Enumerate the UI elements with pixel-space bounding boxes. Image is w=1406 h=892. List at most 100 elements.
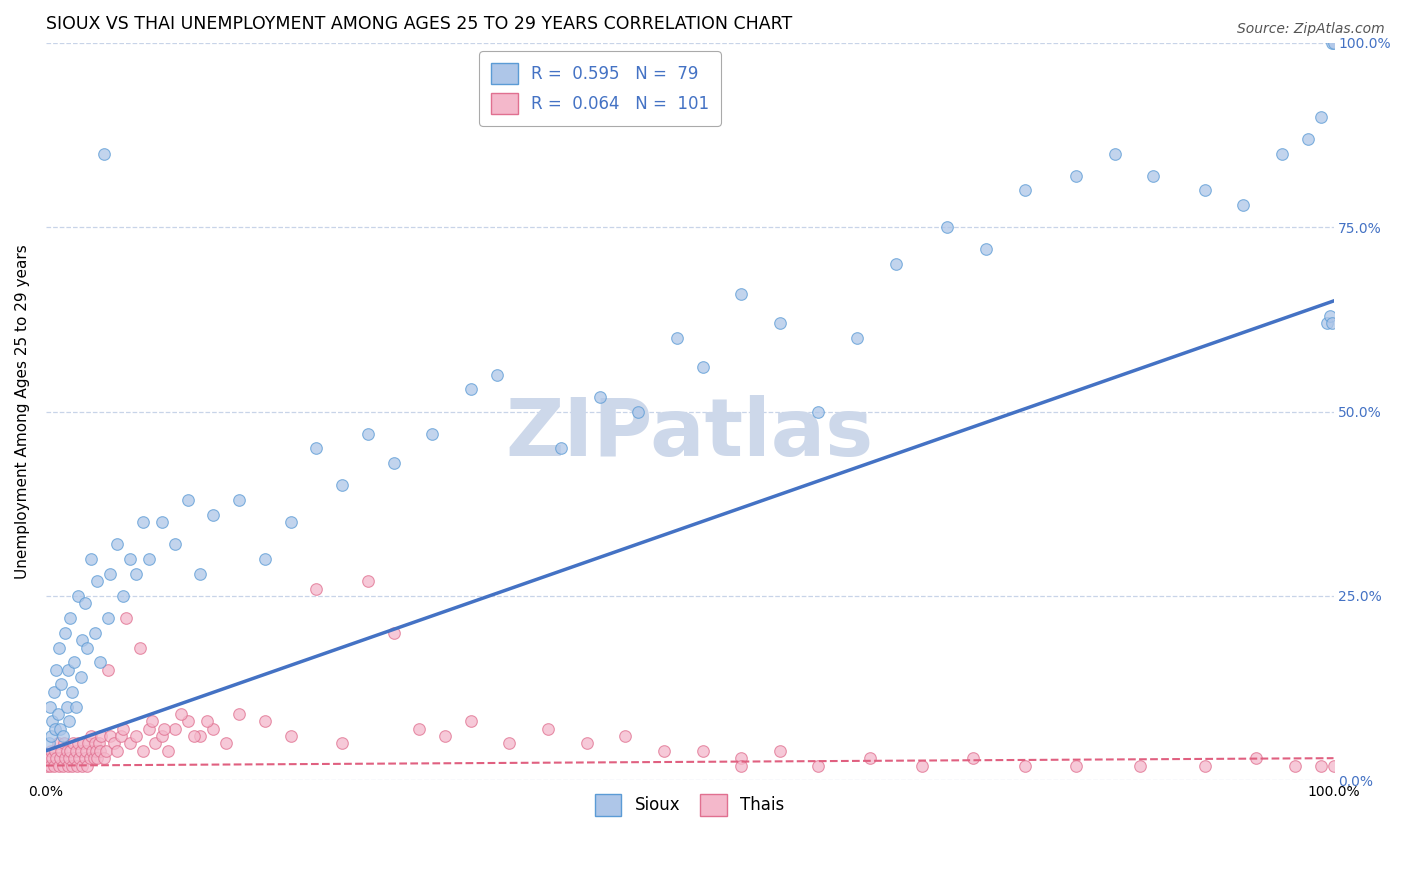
Point bbox=[575, 736, 598, 750]
Point bbox=[125, 566, 148, 581]
Point bbox=[460, 383, 482, 397]
Point bbox=[138, 552, 160, 566]
Point bbox=[420, 426, 443, 441]
Point bbox=[87, 736, 110, 750]
Point bbox=[434, 729, 457, 743]
Point bbox=[163, 537, 186, 551]
Point bbox=[485, 368, 508, 382]
Point bbox=[105, 744, 128, 758]
Point bbox=[150, 729, 173, 743]
Point bbox=[962, 751, 984, 765]
Point bbox=[1104, 146, 1126, 161]
Legend: Sioux, Thais: Sioux, Thais bbox=[583, 782, 796, 827]
Point bbox=[90, 729, 112, 743]
Point bbox=[44, 722, 66, 736]
Point bbox=[112, 722, 135, 736]
Point bbox=[170, 706, 193, 721]
Point bbox=[48, 758, 70, 772]
Point bbox=[73, 596, 96, 610]
Point bbox=[53, 736, 76, 750]
Point bbox=[1194, 758, 1216, 772]
Point bbox=[1322, 316, 1344, 330]
Point bbox=[228, 706, 250, 721]
Point bbox=[769, 744, 792, 758]
Point bbox=[253, 552, 276, 566]
Point bbox=[176, 493, 198, 508]
Point bbox=[357, 574, 380, 589]
Text: ZIPatlas: ZIPatlas bbox=[506, 395, 875, 473]
Point bbox=[89, 744, 111, 758]
Point bbox=[70, 758, 93, 772]
Point bbox=[131, 515, 153, 529]
Point bbox=[141, 714, 163, 729]
Point bbox=[305, 442, 328, 456]
Point bbox=[1064, 758, 1087, 772]
Point bbox=[66, 758, 89, 772]
Point bbox=[280, 515, 302, 529]
Point bbox=[112, 589, 135, 603]
Point bbox=[730, 286, 752, 301]
Point bbox=[41, 714, 63, 729]
Point bbox=[114, 611, 136, 625]
Point bbox=[730, 758, 752, 772]
Point bbox=[692, 360, 714, 375]
Point bbox=[974, 243, 997, 257]
Point bbox=[79, 751, 101, 765]
Point bbox=[55, 744, 77, 758]
Point bbox=[1296, 132, 1319, 146]
Text: Source: ZipAtlas.com: Source: ZipAtlas.com bbox=[1237, 22, 1385, 37]
Point bbox=[807, 404, 830, 418]
Point bbox=[129, 640, 152, 655]
Point bbox=[39, 744, 62, 758]
Point bbox=[910, 758, 932, 772]
Point bbox=[89, 656, 111, 670]
Point bbox=[69, 751, 91, 765]
Point bbox=[49, 722, 72, 736]
Point bbox=[58, 714, 80, 729]
Point bbox=[93, 751, 115, 765]
Point bbox=[97, 611, 120, 625]
Point bbox=[588, 390, 610, 404]
Point bbox=[190, 729, 212, 743]
Point bbox=[190, 566, 212, 581]
Point bbox=[118, 736, 141, 750]
Point bbox=[83, 736, 105, 750]
Point bbox=[1319, 309, 1341, 323]
Point bbox=[550, 442, 572, 456]
Point bbox=[1322, 36, 1344, 50]
Point bbox=[253, 714, 276, 729]
Point bbox=[62, 736, 84, 750]
Point bbox=[157, 744, 180, 758]
Point bbox=[51, 744, 73, 758]
Point bbox=[53, 625, 76, 640]
Point bbox=[103, 736, 125, 750]
Point bbox=[60, 685, 83, 699]
Point bbox=[77, 736, 100, 750]
Point bbox=[652, 744, 675, 758]
Point bbox=[69, 744, 91, 758]
Point bbox=[153, 722, 176, 736]
Point bbox=[67, 589, 90, 603]
Point bbox=[70, 633, 93, 648]
Point bbox=[730, 751, 752, 765]
Point bbox=[76, 640, 98, 655]
Point bbox=[498, 736, 520, 750]
Point bbox=[807, 758, 830, 772]
Point bbox=[98, 566, 121, 581]
Point bbox=[52, 729, 75, 743]
Point bbox=[118, 552, 141, 566]
Point bbox=[72, 736, 94, 750]
Point bbox=[59, 611, 82, 625]
Point bbox=[67, 736, 90, 750]
Point bbox=[859, 751, 882, 765]
Point bbox=[83, 625, 105, 640]
Point bbox=[38, 751, 60, 765]
Point bbox=[51, 677, 73, 691]
Point bbox=[48, 640, 70, 655]
Point bbox=[1064, 169, 1087, 183]
Point bbox=[65, 744, 87, 758]
Point bbox=[93, 146, 115, 161]
Point bbox=[80, 552, 103, 566]
Point bbox=[55, 699, 77, 714]
Point bbox=[96, 744, 118, 758]
